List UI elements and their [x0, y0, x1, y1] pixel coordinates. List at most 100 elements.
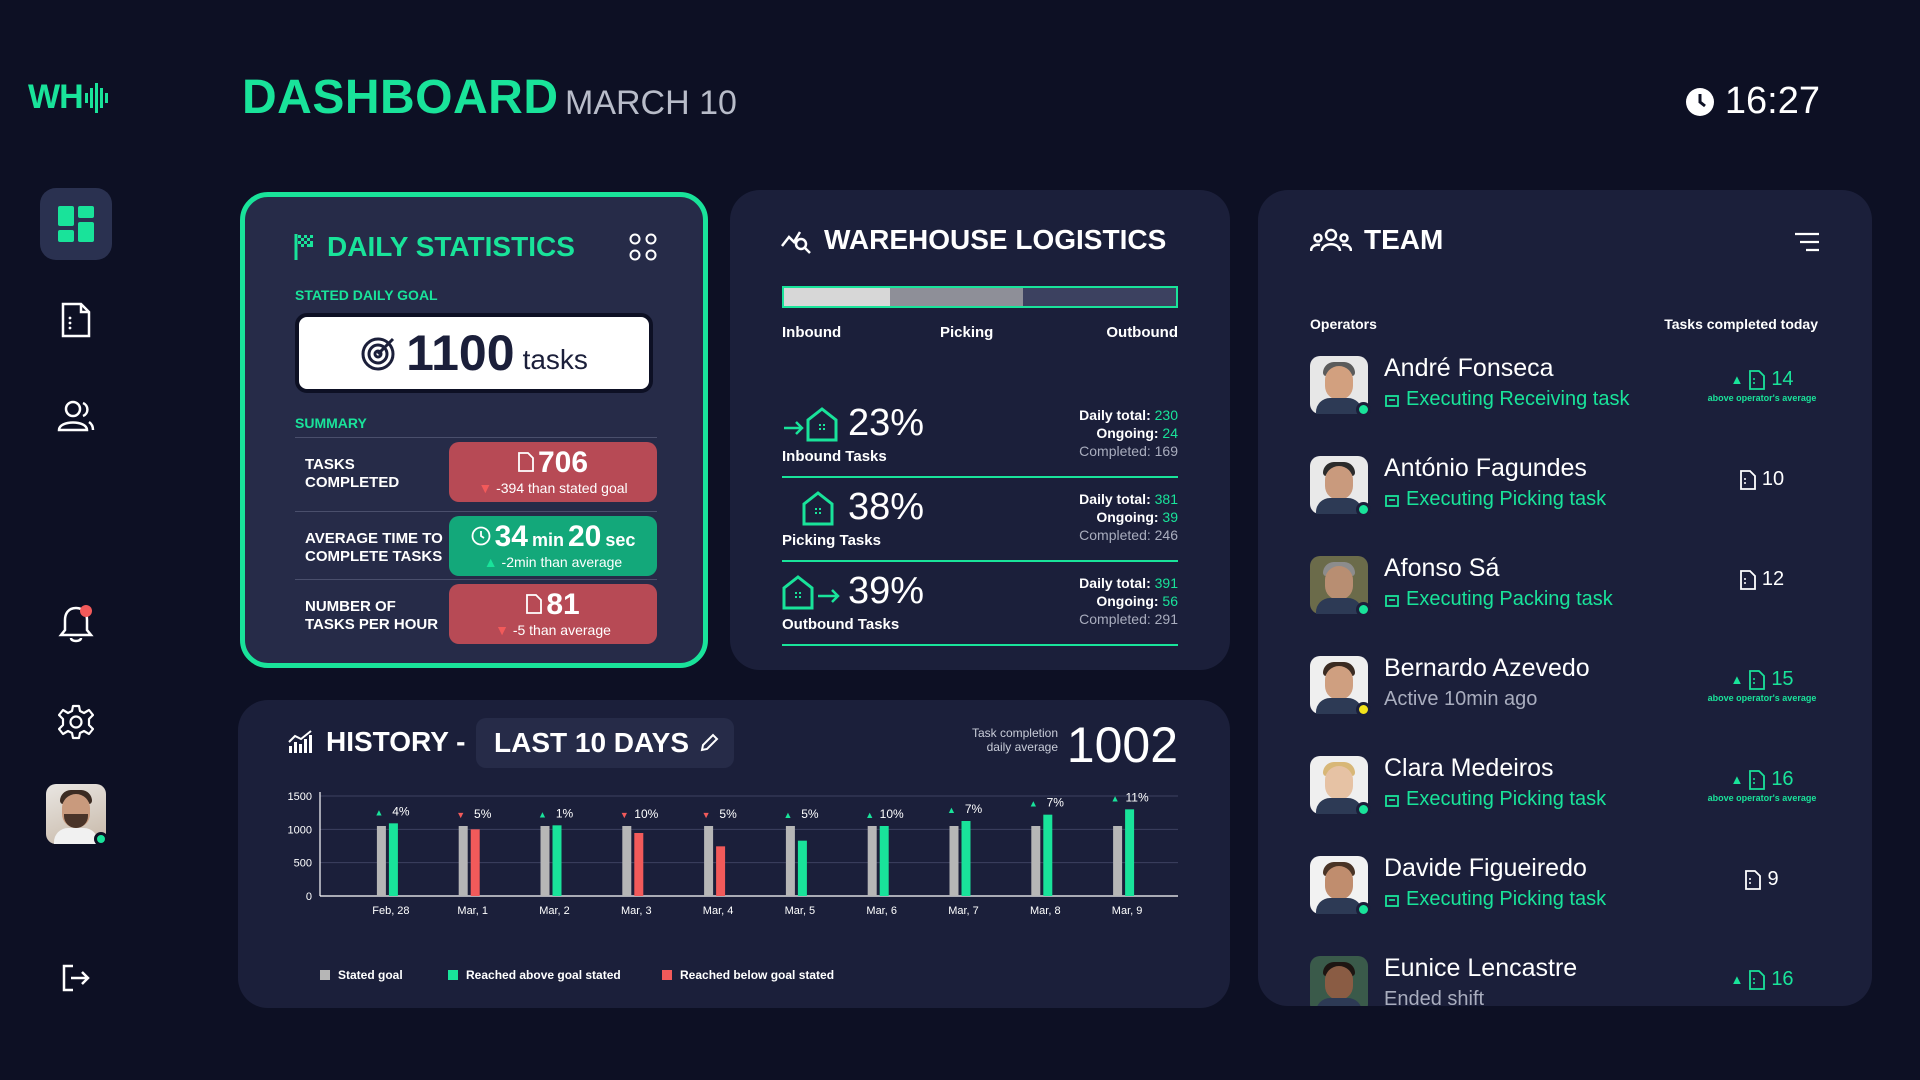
task-icon: [1385, 894, 1399, 907]
x-tick-label: Mar, 4: [703, 905, 734, 917]
change-label: 4%: [392, 804, 410, 818]
x-tick-label: Mar, 7: [948, 905, 979, 917]
bar-reached-above: [388, 823, 398, 896]
operator-name: Eunice Lencastre: [1384, 954, 1578, 982]
sidebar-item-documents[interactable]: [40, 284, 112, 356]
history-range-label: LAST 10 DAYS: [494, 727, 690, 758]
avg-time-minutes: 34: [494, 520, 528, 553]
x-tick-label: Mar, 2: [539, 905, 570, 917]
team-title-text: TEAM: [1364, 224, 1444, 255]
operator-status: Executing Packing task: [1384, 588, 1613, 611]
sidebar-item-settings[interactable]: [40, 686, 112, 758]
logistics-stats: Daily total: 381 Ongoing: 39 Completed: …: [1079, 491, 1178, 543]
warehouse-logistics-title: WAREHOUSE LOGISTICS: [780, 224, 1166, 256]
operator-row[interactable]: Davide Figueiredo Executing Picking task 9: [1310, 854, 1822, 934]
summary-label: SUMMARY: [295, 415, 367, 431]
clock-time: 16:27: [1724, 80, 1820, 122]
operator-avatar: [1310, 356, 1371, 417]
summary-row-avg-time: AVERAGE TIME TO COMPLETE TASKS 34 min 20 sec…: [295, 511, 657, 579]
daily-statistics-title-text: DAILY STATISTICS: [327, 231, 575, 262]
tasks-per-hour-delta: -5 than average: [512, 622, 611, 638]
document-icon: [1749, 769, 1766, 790]
bar-segment-outbound: [1023, 288, 1176, 306]
logistics-stats: Daily total: 391 Ongoing: 56 Completed: …: [1079, 575, 1178, 627]
completion-value: 1002: [1066, 717, 1178, 773]
clock-icon: [1685, 87, 1714, 116]
operator-status-dot: [1356, 502, 1371, 517]
history-bar-chart: 0 500 1000 1500 Feb, 28 ▲ 4% Mar, 1 ▼ 5% Mar, 2 ▲ 1%…: [288, 790, 1178, 917]
bar-reached-below: [470, 829, 480, 896]
document-icon: [1745, 869, 1762, 890]
bar-stated-goal: [704, 826, 714, 896]
document-icon: [526, 594, 543, 614]
inbound-icon: [784, 407, 838, 442]
operator-status: Executing Picking task: [1384, 888, 1606, 911]
x-tick-label: Feb, 28: [372, 905, 409, 917]
bar-stated-goal: [376, 826, 386, 896]
user-avatar[interactable]: [46, 784, 108, 846]
change-arrow: ▲: [1029, 799, 1038, 809]
avg-time-sec-unit: sec: [605, 530, 636, 550]
sidebar-item-logout[interactable]: [40, 942, 112, 1014]
change-arrow: ▲: [538, 809, 547, 819]
change-arrow: ▲: [1111, 793, 1120, 803]
bar-stated-goal: [622, 826, 632, 896]
x-tick-label: Mar, 3: [621, 905, 652, 917]
more-options-button[interactable]: [629, 233, 657, 266]
task-icon: [1385, 594, 1399, 607]
filter-icon[interactable]: [1794, 232, 1820, 252]
bar-segment-picking: [889, 288, 1024, 306]
clock-icon: [471, 526, 490, 546]
operator-row[interactable]: António Fagundes Executing Picking task 10: [1310, 454, 1822, 534]
operator-row[interactable]: Eunice Lencastre Ended shift ▲ 16: [1310, 954, 1822, 1006]
operator-avatar: [1310, 456, 1371, 517]
logout-icon: [62, 964, 90, 992]
flag-icon: [294, 234, 313, 260]
x-tick-label: Mar, 8: [1030, 905, 1061, 917]
history-range-selector[interactable]: LAST 10 DAYS: [476, 718, 734, 768]
bar-stated-goal: [785, 826, 795, 896]
task-icon: [1385, 494, 1399, 507]
bar-label-outbound: Outbound: [1106, 324, 1178, 341]
bar-reached-above: [961, 821, 971, 896]
operator-name: Clara Medeiros: [1384, 754, 1554, 782]
document-icon: [1749, 669, 1766, 690]
bar-stated-goal: [949, 826, 959, 896]
document-icon: [1739, 469, 1756, 490]
change-arrow: ▲: [865, 810, 874, 820]
operator-row[interactable]: André Fonseca Executing Receiving task ▲ 14…: [1310, 354, 1822, 434]
operator-status: Active 10min ago: [1384, 688, 1538, 710]
operator-status-dot: [1356, 702, 1371, 717]
bar-reached-below: [634, 833, 644, 896]
app-logo[interactable]: WH: [28, 78, 111, 117]
operator-name: Davide Figueiredo: [1384, 854, 1587, 882]
change-label: 7%: [965, 802, 983, 816]
x-tick-label: Mar, 5: [785, 905, 816, 917]
operator-status: Executing Receiving task: [1384, 388, 1629, 411]
logistics-stats: Daily total: 230 Ongoing: 24 Completed: …: [1079, 407, 1178, 459]
logistics-row-picking: 38% Picking Tasks Daily total: 381 Ongoi…: [782, 480, 1178, 562]
logistics-row-inbound: 23% Inbound Tasks Daily total: 230 Ongoi…: [782, 396, 1178, 478]
operator-row[interactable]: Clara Medeiros Executing Picking task ▲ 16 a…: [1310, 754, 1822, 834]
operator-row[interactable]: Afonso Sá Executing Packing task 12: [1310, 554, 1822, 634]
y-tick-label: 500: [294, 858, 312, 870]
summary-row-label: NUMBER OF TASKS PER HOUR: [305, 598, 439, 633]
avg-time-pill: 34 min 20 sec ▲ -2min than average: [449, 516, 657, 576]
x-tick-label: Mar, 6: [866, 905, 897, 917]
gear-icon: [58, 704, 94, 740]
operator-row[interactable]: Bernardo Azevedo Active 10min ago ▲ 15 above…: [1310, 654, 1822, 734]
online-status-dot: [94, 832, 108, 846]
x-tick-label: Mar, 1: [457, 905, 488, 917]
warehouse-logistics-card: WAREHOUSE LOGISTICS Inbound Picking Outb…: [730, 190, 1230, 670]
operator-task-count: ▲ 14 above operator's average: [1707, 368, 1817, 403]
goal-value: 1100: [406, 325, 515, 381]
sidebar-item-team[interactable]: [40, 380, 112, 452]
change-label: 10%: [634, 807, 658, 821]
sidebar-item-notifications[interactable]: [40, 588, 112, 660]
sidebar-item-dashboard[interactable]: [40, 188, 112, 260]
operator-status-dot: [1356, 402, 1371, 417]
y-tick-label: 0: [306, 891, 312, 903]
goal-unit: tasks: [522, 344, 588, 375]
dashboard-icon: [58, 206, 94, 242]
change-label: 5%: [474, 807, 492, 821]
